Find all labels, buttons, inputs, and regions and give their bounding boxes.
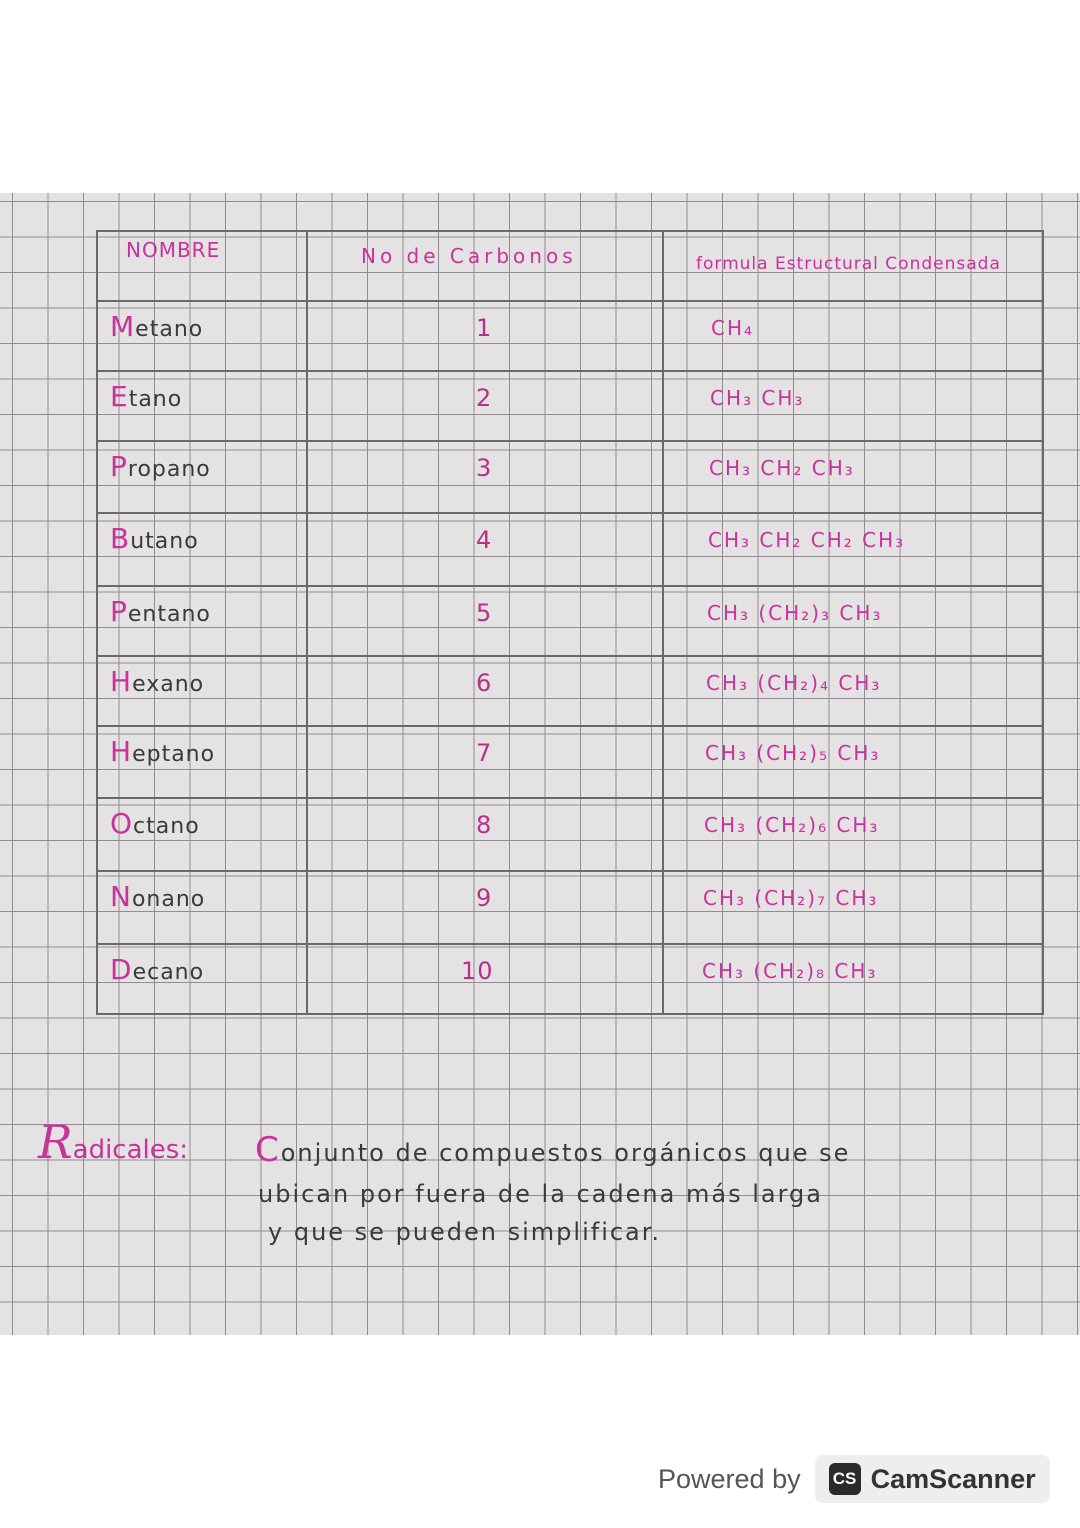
grid-paper — [0, 193, 1080, 1335]
column-divider — [662, 230, 664, 1015]
line-initial: C — [255, 1130, 281, 1170]
row-divider — [96, 230, 1044, 232]
name-initial: B — [110, 522, 131, 555]
table-row-carbons: 4 — [476, 526, 493, 554]
row-divider — [96, 870, 1044, 872]
definition-line-3: y que se pueden simplificar. — [268, 1218, 662, 1246]
header-carbons: No de Carbonos — [361, 244, 577, 268]
camscanner-badge: CS CamScanner — [814, 1455, 1050, 1503]
row-divider — [96, 943, 1044, 945]
table-row-formula: CH₃ CH₂ CH₂ CH₃ — [708, 528, 906, 552]
name-rest: utano — [130, 529, 199, 554]
table-row-formula: CH₃ (CH₂)₆ CH₃ — [704, 813, 880, 837]
row-divider — [96, 655, 1044, 657]
name-rest: ropano — [127, 457, 211, 482]
column-divider — [306, 230, 308, 1015]
table-row-name: Nonano — [110, 880, 205, 913]
table-row-name: Butano — [110, 522, 199, 555]
table-row-formula: CH₄ — [711, 316, 755, 340]
table-row-carbons: 2 — [476, 384, 493, 412]
name-rest: entano — [127, 602, 211, 627]
table-row-name: Propano — [110, 450, 211, 483]
name-initial: M — [110, 310, 136, 343]
table-row-carbons: 3 — [476, 454, 493, 482]
table-row-name: Etano — [110, 380, 182, 413]
row-divider — [96, 1013, 1044, 1015]
table-row-carbons: 8 — [476, 811, 493, 839]
table-border — [1042, 230, 1044, 1015]
row-divider — [96, 797, 1044, 799]
row-divider — [96, 440, 1044, 442]
name-initial: O — [110, 807, 134, 840]
name-rest: etano — [135, 317, 204, 342]
table-row-formula: CH₃ (CH₂)₈ CH₃ — [702, 959, 878, 983]
table-row-carbons: 9 — [476, 884, 493, 912]
row-divider — [96, 512, 1044, 514]
name-rest: eptano — [132, 742, 216, 767]
row-divider — [96, 300, 1044, 302]
name-rest: onano — [131, 887, 206, 912]
name-rest: exano — [132, 672, 205, 697]
line-rest: onjunto de compuestos orgánicos que se — [280, 1139, 851, 1167]
row-divider — [96, 585, 1044, 587]
table-row-name: Decano — [110, 953, 204, 986]
header-formula: formula Estructural Condensada — [696, 254, 1001, 274]
table-row-formula: CH₃ CH₃ — [710, 386, 805, 410]
definition-line-2: ubican por fuera de la cadena más larga — [258, 1180, 823, 1208]
table-row-formula: CH₃ (CH₂)₅ CH₃ — [705, 741, 881, 765]
table-row-carbons: 1 — [476, 314, 493, 342]
name-rest: ecano — [132, 960, 205, 985]
name-initial: E — [110, 380, 129, 413]
definition-line-1: Conjunto de compuestos orgánicos que se — [255, 1130, 850, 1170]
table-row-name: Hexano — [110, 665, 204, 698]
table-row-carbons: 7 — [476, 739, 493, 767]
table-row-name: Octano — [110, 807, 200, 840]
table-border — [96, 230, 98, 1015]
name-initial: H — [110, 735, 133, 768]
definition-title: Radicales: — [38, 1115, 188, 1169]
table-row-carbons: 5 — [476, 599, 493, 627]
camscanner-watermark: Powered by CS CamScanner — [658, 1455, 1050, 1503]
table-row-formula: CH₃ (CH₂)₃ CH₃ — [707, 601, 883, 625]
title-rest: adicales: — [72, 1135, 189, 1165]
table-row-formula: CH₃ (CH₂)₄ CH₃ — [706, 671, 882, 695]
row-divider — [96, 725, 1044, 727]
table-row-name: Heptano — [110, 735, 215, 768]
table-row-formula: CH₃ CH₂ CH₃ — [709, 456, 855, 480]
table-row-formula: CH₃ (CH₂)₇ CH₃ — [703, 886, 879, 910]
name-initial: H — [110, 665, 133, 698]
name-initial: P — [110, 595, 128, 628]
table-row-carbons: 6 — [476, 669, 493, 697]
camscanner-brand: CamScanner — [870, 1463, 1036, 1494]
name-initial: N — [110, 880, 132, 913]
row-divider — [96, 370, 1044, 372]
powered-by-label: Powered by — [658, 1463, 801, 1494]
camscanner-logo-icon: CS — [828, 1463, 861, 1495]
name-rest: tano — [128, 387, 183, 412]
header-name: NOMBRE — [126, 238, 221, 262]
table-row-name: Metano — [110, 310, 203, 343]
alkanes-table: NOMBRE No de Carbonos formula Estructura… — [96, 230, 1044, 1015]
table-row-name: Pentano — [110, 595, 211, 628]
title-initial: R — [38, 1115, 73, 1169]
name-initial: P — [110, 450, 128, 483]
name-rest: ctano — [133, 814, 200, 839]
table-row-carbons: 10 — [461, 957, 494, 985]
name-initial: D — [110, 953, 133, 986]
